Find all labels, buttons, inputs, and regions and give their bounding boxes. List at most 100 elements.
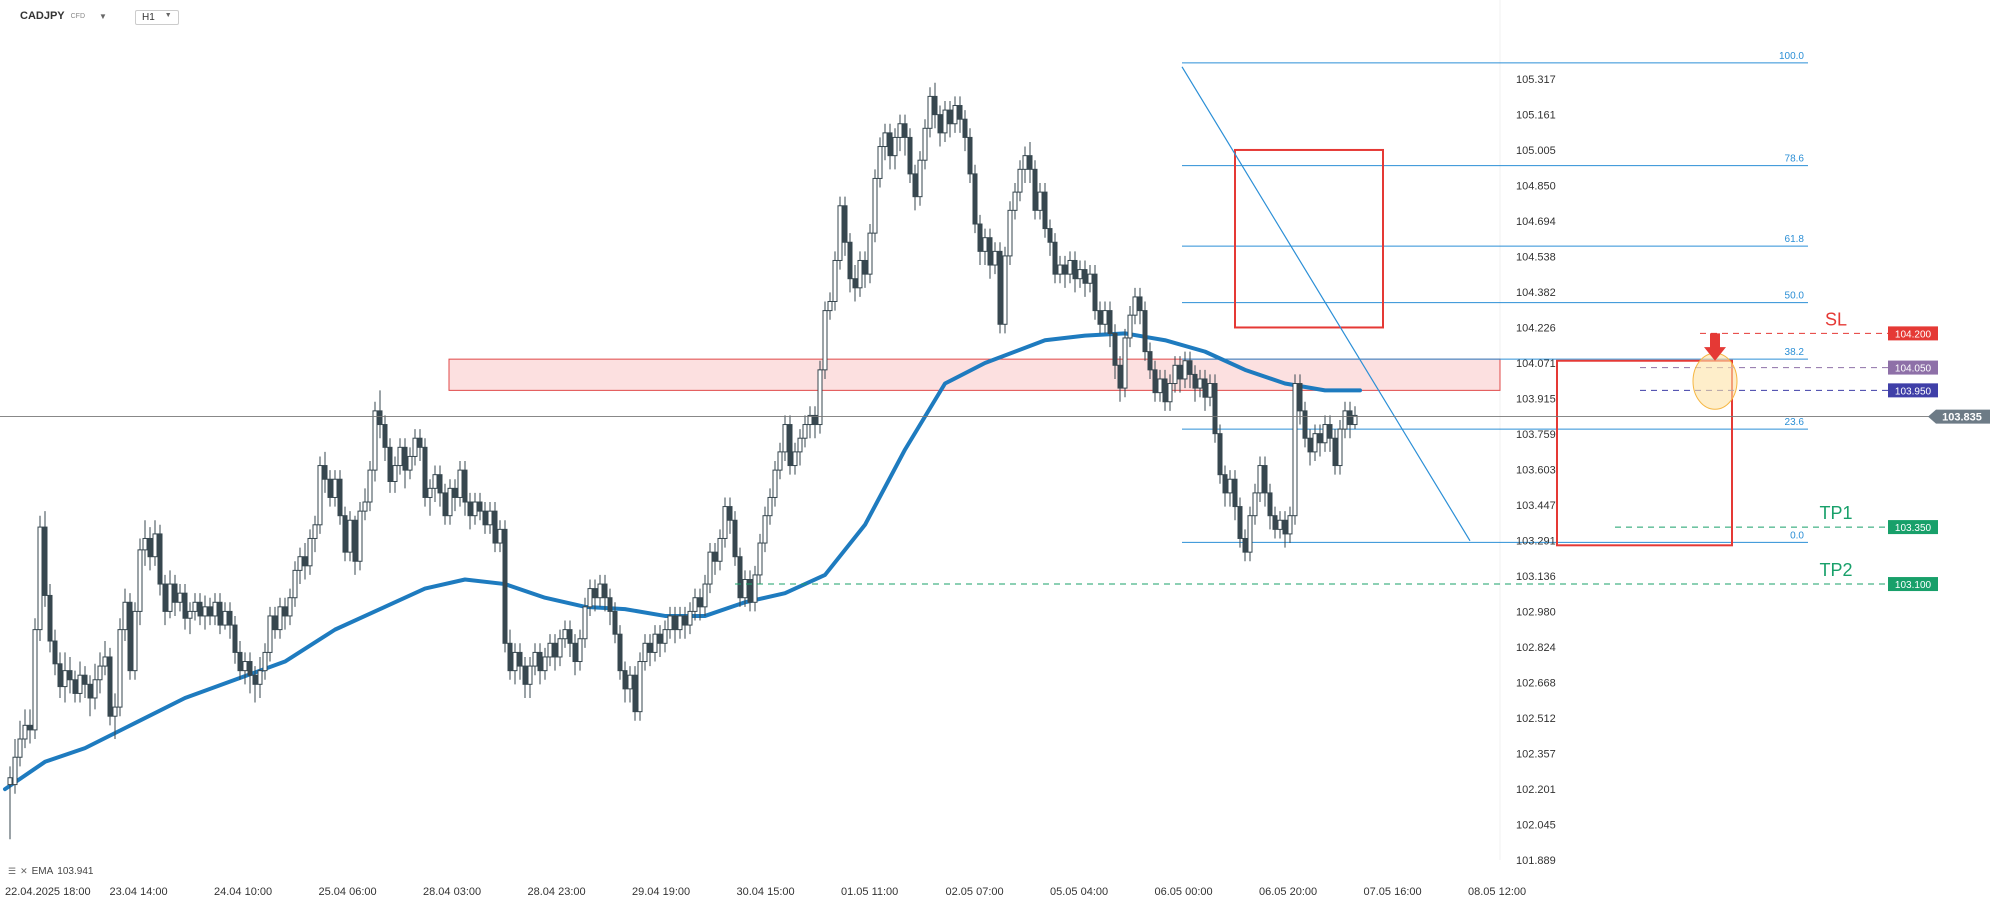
candle-body: [1167, 383, 1173, 403]
candle: [727, 497, 733, 534]
candle-body: [1247, 515, 1253, 553]
candle-body: [202, 606, 208, 617]
candle-body: [337, 478, 343, 517]
candle: [682, 606, 688, 639]
y-tick-label: 102.201: [1516, 784, 1556, 796]
candle-body: [707, 551, 713, 585]
candle-body: [1287, 515, 1293, 535]
candle: [1322, 415, 1328, 452]
candle: [1027, 141, 1033, 184]
candle-body: [262, 651, 268, 672]
candle-body: [547, 642, 553, 658]
candle-body: [657, 633, 663, 644]
candle: [742, 570, 748, 607]
candle: [257, 656, 263, 698]
candle-body: [1227, 478, 1233, 494]
candle-body: [367, 469, 373, 503]
candle: [562, 620, 568, 648]
candle-body: [7, 777, 13, 786]
candle-body: [622, 670, 628, 690]
settings-icon[interactable]: ☰: [8, 866, 17, 876]
candle-body: [432, 474, 438, 489]
candle: [657, 625, 663, 657]
candle-body: [222, 610, 228, 626]
candle: [437, 465, 443, 507]
candle-body: [1172, 364, 1178, 385]
candle: [467, 492, 473, 530]
candle: [252, 666, 258, 703]
candle: [317, 456, 323, 534]
candle-body: [147, 537, 153, 558]
candle-body: [912, 173, 918, 198]
candle: [497, 520, 503, 553]
candle-body: [177, 592, 183, 603]
candle: [1057, 255, 1063, 284]
candle: [417, 429, 423, 462]
candle: [772, 461, 778, 507]
candle-body: [242, 661, 248, 672]
candle: [1007, 201, 1013, 266]
candle-body: [1117, 364, 1123, 389]
candle-body: [57, 663, 63, 688]
candle: [1227, 470, 1233, 507]
candle-body: [932, 95, 938, 116]
y-tick-label: 103.603: [1516, 464, 1556, 476]
fib-level-label: 100.0: [1779, 51, 1804, 62]
candle: [1187, 351, 1193, 389]
candle: [1197, 369, 1203, 398]
candle: [1167, 374, 1173, 411]
candle: [117, 618, 123, 717]
candle: [297, 547, 303, 585]
candle: [777, 442, 783, 480]
candle: [1342, 401, 1348, 439]
highlight-box: [1556, 359, 1733, 547]
candle: [447, 479, 453, 525]
candle: [1257, 456, 1263, 503]
candle-body: [342, 515, 348, 553]
candle: [142, 520, 148, 566]
candle-body: [172, 583, 178, 603]
y-tick-label: 104.382: [1516, 287, 1556, 299]
candle-body: [107, 656, 113, 717]
candle: [1207, 374, 1213, 407]
candle-body: [837, 205, 843, 261]
candle: [642, 634, 648, 671]
candle: [972, 164, 978, 234]
candle: [322, 451, 328, 493]
candle: [47, 584, 53, 653]
candle: [892, 128, 898, 170]
candle-body: [682, 615, 688, 626]
x-tick-label: 07.05 16:00: [1364, 886, 1422, 898]
candle-body: [797, 437, 803, 453]
candle: [372, 401, 378, 482]
candle-body: [687, 610, 693, 626]
candle-body: [1057, 264, 1063, 275]
chevron-down-icon[interactable]: ▼: [99, 11, 107, 21]
candle-body: [542, 656, 548, 672]
candle: [347, 511, 353, 562]
candle: [952, 96, 958, 133]
candle: [762, 506, 768, 553]
close-icon[interactable]: ✕: [20, 866, 28, 876]
candle: [1092, 265, 1098, 320]
ema-label: EMA: [31, 866, 54, 877]
candle: [1062, 255, 1068, 288]
candle: [1177, 356, 1183, 393]
candle-body: [772, 469, 778, 498]
candle-body: [1187, 360, 1193, 375]
indicator-legend[interactable]: ☰ ✕ EMA 103.941: [8, 866, 93, 877]
candle-body: [97, 665, 103, 681]
timeframe-selector[interactable]: H1 ▼: [135, 10, 179, 25]
candle-body: [112, 706, 118, 717]
candle: [132, 602, 138, 680]
y-tick-label: 103.915: [1516, 393, 1556, 405]
candle: [262, 643, 268, 680]
symbol-selector[interactable]: CADJPY CFD ▼: [20, 10, 107, 22]
candle: [677, 606, 683, 639]
candle-body: [1207, 383, 1213, 398]
candle: [882, 123, 888, 161]
candle-body: [1127, 314, 1133, 339]
candle-body: [1047, 228, 1053, 243]
candle: [1222, 465, 1228, 507]
